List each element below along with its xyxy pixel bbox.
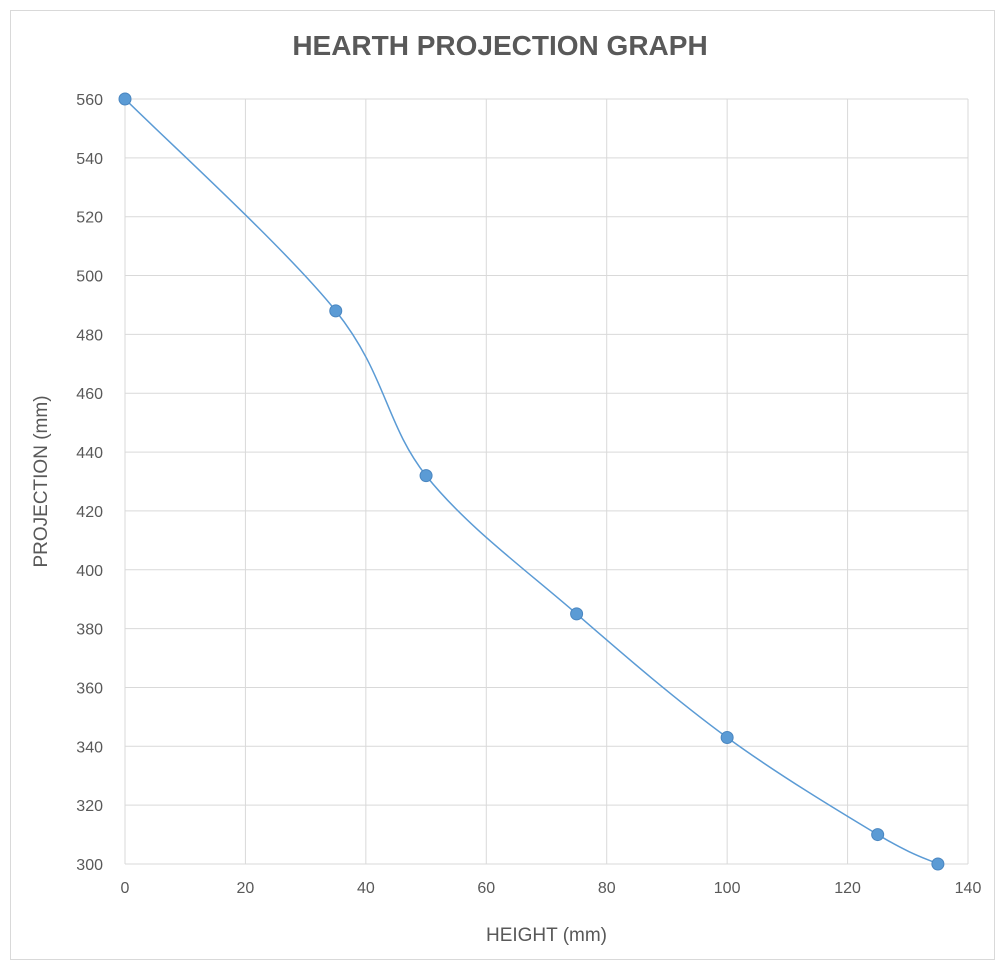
grid-lines bbox=[124, 98, 969, 865]
y-tick-label: 320 bbox=[76, 798, 103, 815]
data-point bbox=[931, 857, 945, 871]
data-point bbox=[419, 469, 433, 483]
y-tick-label: 420 bbox=[76, 504, 103, 521]
chart-frame bbox=[10, 10, 995, 960]
chart-title: HEARTH PROJECTION GRAPH bbox=[292, 30, 708, 61]
y-tick-label: 360 bbox=[76, 680, 103, 697]
data-markers bbox=[118, 92, 945, 871]
x-tick-label: 60 bbox=[477, 880, 495, 897]
data-point bbox=[329, 304, 343, 318]
x-tick-label: 140 bbox=[955, 880, 982, 897]
data-point bbox=[570, 607, 584, 621]
y-tick-label: 480 bbox=[76, 327, 103, 344]
x-tick-label: 0 bbox=[121, 880, 130, 897]
x-tick-label: 20 bbox=[237, 880, 255, 897]
x-tick-label: 100 bbox=[714, 880, 741, 897]
y-tick-label: 380 bbox=[76, 622, 103, 639]
y-tick-labels: 300 320 340 360 380 400 420 440 460 480 500 520 540 5… bbox=[76, 92, 103, 874]
y-tick-label: 460 bbox=[76, 386, 103, 403]
data-point bbox=[720, 730, 734, 744]
x-axis-title: HEIGHT (mm) bbox=[486, 925, 607, 946]
x-tick-label: 40 bbox=[357, 880, 375, 897]
x-tick-label: 120 bbox=[834, 880, 861, 897]
y-tick-label: 520 bbox=[76, 210, 103, 227]
y-tick-label: 400 bbox=[76, 563, 103, 580]
y-tick-label: 540 bbox=[76, 151, 103, 168]
x-tick-labels: 0 20 40 60 80 100 120 140 bbox=[121, 880, 982, 897]
y-tick-label: 340 bbox=[76, 739, 103, 756]
series-line bbox=[124, 98, 939, 865]
y-axis-title: PROJECTION (mm) bbox=[31, 395, 52, 567]
y-tick-label: 300 bbox=[76, 857, 103, 874]
x-tick-label: 80 bbox=[598, 880, 616, 897]
data-point bbox=[118, 92, 132, 106]
y-tick-label: 500 bbox=[76, 269, 103, 286]
y-tick-label: 560 bbox=[76, 92, 103, 109]
data-point bbox=[871, 828, 885, 842]
y-tick-label: 440 bbox=[76, 445, 103, 462]
